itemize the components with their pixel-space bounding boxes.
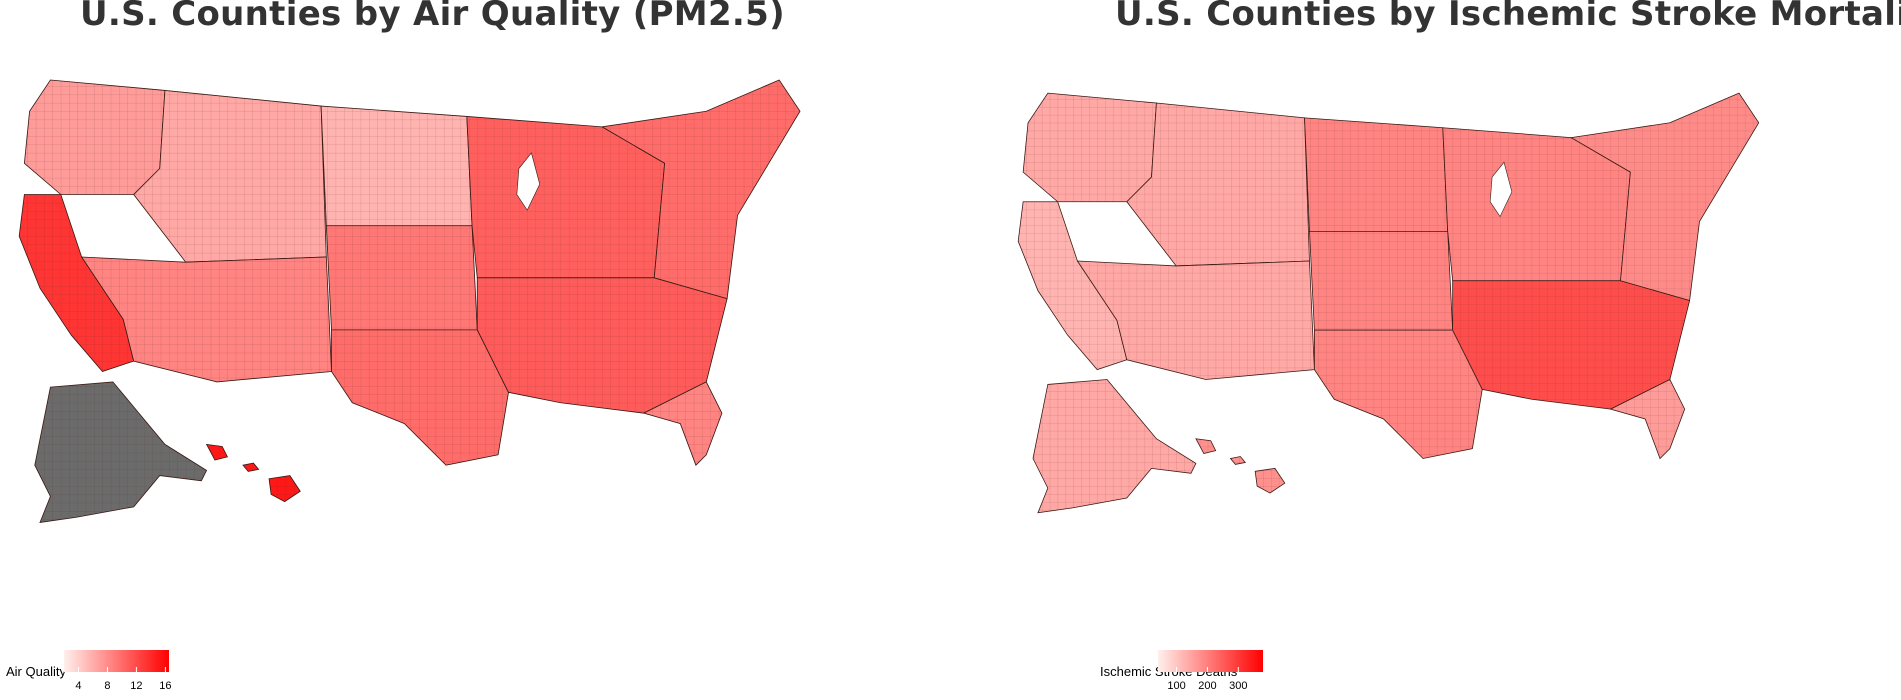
county-grid-florida <box>1610 379 1685 459</box>
county-grid-hawaii <box>1195 438 1285 494</box>
county-grid-south <box>1452 280 1690 410</box>
county-grid-midwest <box>466 116 665 278</box>
county-grid-texas <box>331 329 509 466</box>
lake-michigan <box>1489 161 1513 218</box>
air-colorbar-fill <box>64 650 169 672</box>
county-grid-california <box>1018 201 1127 370</box>
county-grid-northeast <box>1571 93 1759 301</box>
county-grid-northern-plains <box>1304 117 1448 232</box>
stroke-panel: U.S. Counties by Ischemic Stroke Mortali… <box>1000 0 1901 697</box>
stroke-map-title: U.S. Counties by Ischemic Stroke Mortali… <box>1115 0 1901 34</box>
air-quality-panel: U.S. Counties by Air Quality (PM2.5) Air… <box>0 0 950 697</box>
stroke-tick-label: 300 <box>1229 680 1248 692</box>
air-quality-map-title: U.S. Counties by Air Quality (PM2.5) <box>80 0 785 34</box>
county-grid-central-plains <box>326 225 478 330</box>
county-grid-northern-plains <box>321 106 473 226</box>
stroke-tick-label: 100 <box>1167 680 1186 692</box>
air-tick-label: 4 <box>75 680 82 692</box>
county-grid-mountain-west <box>1126 103 1310 266</box>
air-quality-map <box>18 79 801 523</box>
stroke-tick-label: 200 <box>1198 680 1217 692</box>
county-grid-southwest <box>81 256 332 382</box>
county-grid-mountain-west <box>133 90 327 263</box>
county-grid-california <box>19 194 134 372</box>
county-grid-southwest <box>1077 261 1315 380</box>
county-grid-south <box>477 277 728 414</box>
county-grid-pacific-northwest <box>24 80 165 195</box>
air-tick-label: 8 <box>104 680 111 692</box>
county-grid-pacific-northwest <box>1023 93 1157 202</box>
air-quality-legend-colorbar <box>64 650 169 672</box>
county-grid-hawaii <box>206 444 301 502</box>
county-grid-midwest <box>1442 127 1631 281</box>
air-tick-label: 12 <box>130 680 143 692</box>
county-grid-alaska <box>1032 379 1196 513</box>
county-grid-alaska <box>34 381 207 523</box>
county-grid-texas <box>1314 330 1483 459</box>
county-grid-northeast <box>602 80 800 299</box>
air-quality-legend-title: Air Quality <box>6 664 66 679</box>
stroke-mortality-map <box>1017 92 1760 514</box>
stroke-colorbar-fill <box>1158 650 1263 672</box>
county-grid-florida <box>643 381 722 466</box>
county-grid-central-plains <box>1309 231 1453 331</box>
lake-michigan <box>516 152 541 211</box>
stroke-legend-colorbar <box>1158 650 1263 672</box>
air-tick-label: 16 <box>159 680 172 692</box>
